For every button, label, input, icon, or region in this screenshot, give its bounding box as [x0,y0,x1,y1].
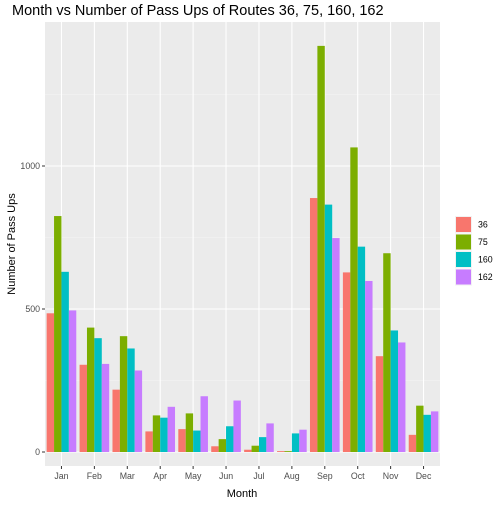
bar-160-jun [226,426,234,452]
y-tick-label: 1000 [20,161,40,171]
bar-75-feb [86,327,95,452]
legend-label-160: 160 [478,255,493,265]
bar-162-jul [266,423,274,452]
bar-75-jun [218,439,227,452]
bar-75-may [185,413,194,452]
bar-75-aug [284,451,292,452]
x-tick-label: Jul [253,471,264,481]
bar-160-jul [258,437,267,452]
legend-swatch-160 [456,252,471,267]
bar-162-nov [398,342,406,452]
bar-162-jan [68,310,77,452]
bar-162-sep [332,238,340,452]
x-tick-label: Mar [120,471,135,481]
bars [46,45,439,452]
bar-36-oct [342,272,351,452]
bar-75-jul [251,445,259,452]
bar-36-mar [112,389,120,452]
x-tick-label: Jun [219,471,233,481]
bar-36-aug [277,451,285,452]
x-tick-label: Apr [153,471,167,481]
bar-36-jul [244,449,252,452]
plot-panel [45,22,440,466]
bar-160-oct [357,246,366,452]
x-tick-label: Jan [54,471,68,481]
bar-36-sep [309,198,318,452]
bar-162-mar [134,370,143,452]
bar-36-jan [46,313,55,452]
bar-36-apr [145,431,153,452]
bar-75-sep [317,45,325,452]
bar-160-jan [61,271,69,452]
bar-36-dec [408,434,417,452]
x-tick-label: Aug [284,471,300,481]
bar-75-nov [383,253,391,452]
bar-160-apr [160,417,168,452]
bar-75-jan [54,216,62,452]
bar-160-may [193,430,201,452]
y-axis: 0 500 1000 [20,161,45,457]
legend-label-162: 162 [478,272,493,282]
bar-36-may [178,429,186,452]
y-tick-label: 0 [35,447,40,457]
bar-75-dec [416,405,424,452]
bar-36-nov [375,356,384,452]
bar-162-oct [365,280,373,452]
legend-swatch-75 [456,234,471,250]
legend-swatch-36 [456,217,471,232]
y-axis-title: Number of Pass Ups [6,193,18,295]
bar-162-dec [430,411,439,452]
bar-160-mar [127,348,135,452]
bar-160-dec [423,414,431,452]
chart-title: Month vs Number of Pass Ups of Routes 36… [12,3,384,19]
legend: 36 75 160 162 [455,216,493,286]
bar-75-oct [350,147,358,452]
x-tick-label: Oct [351,471,365,481]
x-tick-label: Dec [416,471,432,481]
x-tick-label: May [185,471,202,481]
x-axis-title: Month [227,488,258,500]
bar-162-feb [101,363,110,452]
legend-swatch-162 [456,269,471,285]
bar-160-sep [324,204,333,452]
bar-160-aug [291,433,300,452]
bar-160-feb [94,338,102,452]
bar-75-apr [152,415,161,452]
bar-162-may [200,396,208,452]
bar-160-nov [390,330,399,452]
grid-minor [45,94,440,381]
legend-label-75: 75 [478,237,488,247]
bar-162-apr [167,406,176,452]
bar-162-jun [233,400,241,452]
bar-36-jun [211,446,219,452]
x-tick-label: Feb [87,471,102,481]
y-tick-label: 500 [25,304,40,314]
legend-label-36: 36 [478,220,488,230]
x-tick-label: Nov [383,471,399,481]
x-tick-label: Sep [317,471,333,481]
x-axis: Jan Feb Mar Apr May Jun Jul Aug Sep Oct Nov Dec [54,466,432,481]
bar-75-mar [119,336,128,452]
bar-162-aug [299,429,307,452]
bar-36-feb [79,364,87,452]
